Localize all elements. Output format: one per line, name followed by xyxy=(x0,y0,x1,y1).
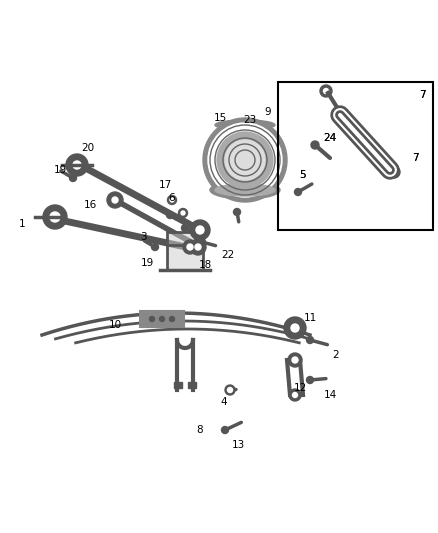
Circle shape xyxy=(225,385,235,395)
Circle shape xyxy=(190,220,210,240)
Circle shape xyxy=(227,387,233,392)
Text: 24: 24 xyxy=(323,133,337,143)
Circle shape xyxy=(392,169,396,174)
Circle shape xyxy=(222,426,229,433)
Circle shape xyxy=(208,123,282,197)
Text: 3: 3 xyxy=(140,232,146,242)
Text: 10: 10 xyxy=(109,320,122,330)
Bar xyxy=(140,311,184,327)
Circle shape xyxy=(307,336,314,343)
Circle shape xyxy=(196,226,204,234)
Bar xyxy=(188,382,196,388)
Circle shape xyxy=(190,239,206,255)
Circle shape xyxy=(183,240,197,254)
Circle shape xyxy=(203,118,287,202)
Bar xyxy=(167,232,203,270)
Circle shape xyxy=(187,244,193,250)
Circle shape xyxy=(70,174,77,182)
Circle shape xyxy=(170,198,174,202)
Circle shape xyxy=(149,317,155,321)
Text: 22: 22 xyxy=(221,250,235,260)
Circle shape xyxy=(217,132,273,188)
Circle shape xyxy=(291,324,299,332)
Circle shape xyxy=(179,208,187,217)
Text: 7: 7 xyxy=(419,90,425,100)
Circle shape xyxy=(73,161,81,169)
Text: 19: 19 xyxy=(140,258,154,268)
Circle shape xyxy=(226,386,233,393)
Text: 2: 2 xyxy=(333,350,339,360)
Text: 13: 13 xyxy=(231,440,245,450)
Circle shape xyxy=(388,166,400,178)
Text: 8: 8 xyxy=(197,425,203,435)
Text: 1: 1 xyxy=(19,219,25,229)
Text: 15: 15 xyxy=(213,113,226,123)
Text: 6: 6 xyxy=(169,193,175,203)
Circle shape xyxy=(167,196,177,205)
Text: 11: 11 xyxy=(304,313,317,323)
Circle shape xyxy=(307,376,314,384)
Text: 23: 23 xyxy=(244,115,257,125)
Circle shape xyxy=(112,197,118,203)
Circle shape xyxy=(50,212,60,222)
Text: 7: 7 xyxy=(412,153,418,163)
Text: 17: 17 xyxy=(159,180,172,190)
Text: 5: 5 xyxy=(299,170,305,180)
Text: 19: 19 xyxy=(53,165,67,175)
Circle shape xyxy=(170,317,174,321)
Circle shape xyxy=(107,192,123,208)
Circle shape xyxy=(324,88,328,93)
Circle shape xyxy=(159,317,165,321)
Circle shape xyxy=(289,389,301,401)
Circle shape xyxy=(181,224,188,231)
Circle shape xyxy=(292,357,298,363)
Circle shape xyxy=(288,353,302,367)
Circle shape xyxy=(43,205,67,229)
Circle shape xyxy=(66,154,88,176)
Circle shape xyxy=(225,140,265,180)
Text: 24: 24 xyxy=(323,133,337,143)
Bar xyxy=(167,232,203,270)
Circle shape xyxy=(294,189,301,196)
Circle shape xyxy=(152,244,159,251)
Circle shape xyxy=(320,85,332,97)
Text: 4: 4 xyxy=(221,397,227,407)
Bar xyxy=(174,382,182,388)
Bar xyxy=(278,82,433,230)
Ellipse shape xyxy=(215,120,275,130)
Circle shape xyxy=(195,244,201,250)
Ellipse shape xyxy=(215,184,275,196)
Text: 12: 12 xyxy=(293,383,307,393)
Ellipse shape xyxy=(210,181,280,199)
Text: 7: 7 xyxy=(412,153,418,163)
Circle shape xyxy=(198,238,205,246)
Text: 14: 14 xyxy=(323,390,337,400)
Text: 16: 16 xyxy=(83,200,97,210)
Text: 18: 18 xyxy=(198,260,212,270)
Circle shape xyxy=(166,212,173,219)
Text: 20: 20 xyxy=(81,143,95,153)
Text: 7: 7 xyxy=(419,90,425,100)
Circle shape xyxy=(181,211,185,215)
Circle shape xyxy=(284,317,306,339)
Circle shape xyxy=(293,392,297,398)
Text: 9: 9 xyxy=(265,107,271,117)
Circle shape xyxy=(311,141,319,149)
Circle shape xyxy=(233,208,240,215)
Text: 5: 5 xyxy=(299,170,305,180)
